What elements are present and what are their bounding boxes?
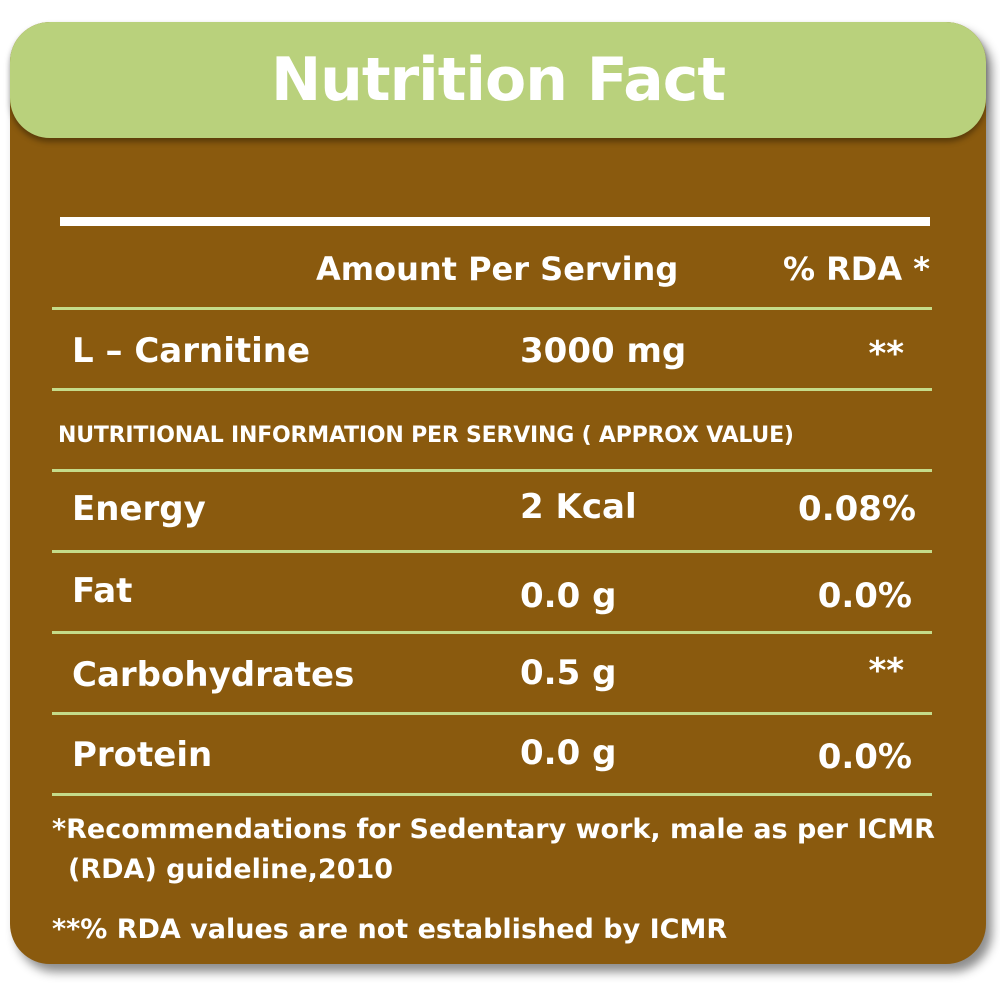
- row-name-fat: Fat: [72, 571, 133, 611]
- nutrition-card: [10, 22, 986, 964]
- row-name-carbohydrates: Carbohydrates: [72, 655, 355, 695]
- row-rda-carbohydrates: **: [868, 651, 904, 691]
- primary-rda: **: [868, 334, 904, 374]
- divider: [52, 388, 932, 391]
- divider: [52, 550, 932, 553]
- divider: [52, 307, 932, 310]
- title-banner: Nutrition Fact: [10, 22, 986, 138]
- row-amount-carbohydrates: 0.5 g: [520, 653, 617, 693]
- amount-per-serving-heading: Amount Per Serving: [316, 250, 679, 288]
- row-amount-fat: 0.0 g: [520, 576, 617, 616]
- header-bar: [60, 217, 930, 226]
- divider: [52, 793, 932, 796]
- row-rda-protein: 0.0%: [817, 737, 912, 777]
- row-name-energy: Energy: [72, 489, 206, 529]
- row-rda-fat: 0.0%: [817, 576, 912, 616]
- row-amount-protein: 0.0 g: [520, 733, 617, 773]
- divider: [52, 712, 932, 715]
- rda-heading: % RDA *: [782, 250, 930, 288]
- footnote-rda-not-established: **% RDA values are not established by IC…: [52, 914, 728, 945]
- row-rda-energy: 0.08%: [798, 489, 916, 529]
- footnote-icmr: *Recommendations for Sedentary work, mal…: [52, 814, 935, 845]
- page-title: Nutrition Fact: [270, 45, 726, 115]
- row-amount-energy: 2 Kcal: [520, 487, 637, 527]
- primary-amount: 3000 mg: [520, 331, 687, 371]
- divider: [52, 631, 932, 634]
- info-heading: NUTRITIONAL INFORMATION PER SERVING ( AP…: [58, 423, 794, 448]
- primary-name: L – Carnitine: [72, 331, 311, 371]
- divider: [52, 469, 932, 472]
- row-name-protein: Protein: [72, 735, 213, 775]
- footnote-guideline: (RDA) guideline,2010: [68, 854, 394, 885]
